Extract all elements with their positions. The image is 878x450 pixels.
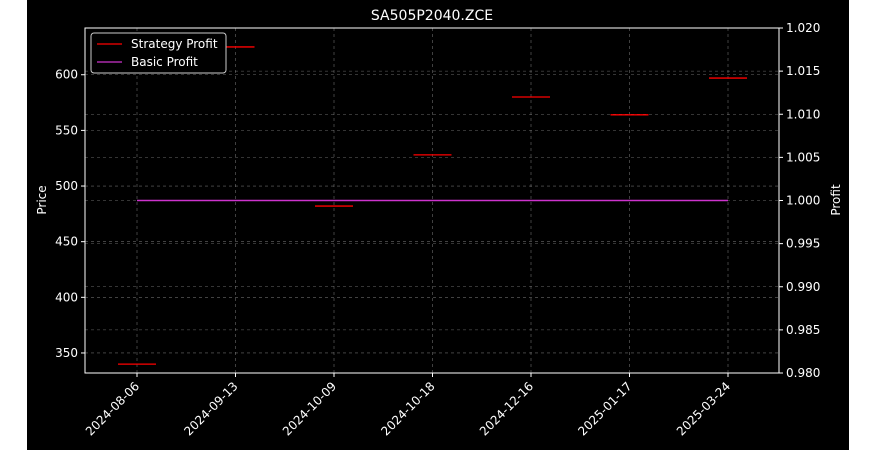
left-tick-label: 350	[55, 346, 78, 360]
right-tick-label: 1.020	[786, 21, 820, 35]
left-tick-label: 450	[55, 235, 78, 249]
right-tick-label: 0.995	[786, 237, 820, 251]
left-tick-label: 600	[55, 68, 78, 82]
left-tick-label: 400	[55, 290, 78, 304]
left-tick-label: 500	[55, 179, 78, 193]
chart-title: SA505P2040.ZCE	[371, 8, 493, 24]
left-axis: 350 400 450 500 550 600	[55, 68, 85, 360]
series-layer	[118, 46, 747, 365]
right-tick-label: 0.990	[786, 280, 820, 294]
left-axis-label: Price	[35, 185, 49, 214]
left-tick-label: 550	[55, 123, 78, 137]
legend-label-basic-profit: Basic Profit	[131, 55, 198, 69]
right-axis: 0.980 0.985 0.990 0.995 1.000 1.005 1.010 1.015…	[779, 21, 820, 380]
legend-label-strategy-profit: Strategy Profit	[131, 37, 218, 51]
right-tick-label: 0.980	[786, 366, 820, 380]
right-tick-label: 0.985	[786, 323, 820, 337]
right-tick-label: 1.015	[786, 64, 820, 78]
legend-box	[90, 32, 227, 74]
legend: Strategy Profit Basic Profit	[90, 32, 227, 74]
right-axis-label: Profit	[829, 184, 843, 216]
right-tick-label: 1.000	[786, 194, 820, 208]
right-tick-label: 1.010	[786, 107, 820, 121]
right-tick-label: 1.005	[786, 150, 820, 164]
